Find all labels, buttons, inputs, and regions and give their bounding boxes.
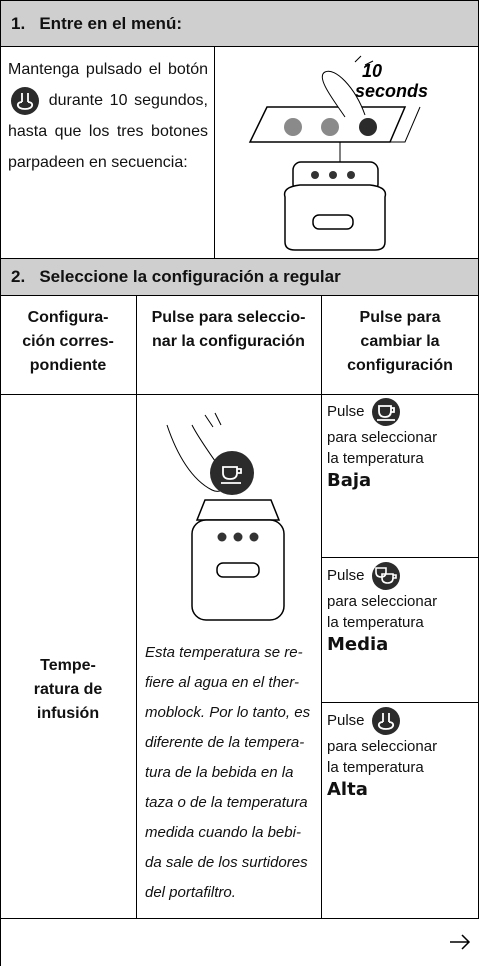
- button-icon: [371, 398, 400, 426]
- option: Pulse para seleccionar la temperatura Med…: [327, 561, 477, 657]
- illustration: [166, 412, 285, 621]
- button-icon: [371, 562, 400, 590]
- instruction-text: durante 10 segundos, hasta que los tres …: [8, 92, 208, 171]
- pulse-text: Pulse: [327, 402, 365, 420]
- option-level: Alta: [327, 779, 368, 800]
- option: Pulse para seleccionar la temperatura Alt…: [327, 706, 477, 802]
- instruction-text: Mantenga pulsado el botón: [8, 61, 208, 78]
- pulse-text: Pulse: [327, 566, 365, 584]
- option-level: Baja: [327, 470, 372, 491]
- illustration-label: seconds: [355, 81, 428, 101]
- instruction: Mantenga pulsado el botón durante 10 seg…: [8, 54, 208, 178]
- section-title: 2. Seleccione la configuración a regular: [1, 259, 478, 296]
- column-header: Pulse para cambiar la configuración: [347, 309, 453, 374]
- option: Pulse para seleccionar la temperatura Baj…: [327, 397, 477, 493]
- pulse-text: Pulse: [327, 711, 365, 729]
- next-arrow: [450, 934, 471, 950]
- illustration: 10 seconds: [248, 55, 428, 251]
- option-text: para seleccionar la temperatura: [327, 738, 438, 776]
- option-pulse: Pulse: [327, 706, 477, 736]
- setting-name: Tempe- ratura de infusión: [33, 657, 103, 722]
- option-level: Media: [327, 634, 389, 655]
- note: Esta temperatura se re- fiere al agua en…: [145, 644, 311, 901]
- illustration-label: 10: [362, 61, 382, 81]
- button-icon: [11, 86, 39, 115]
- column-header: Pulse para seleccio- nar la configuració…: [151, 309, 306, 350]
- option-text: para seleccionar la temperatura: [327, 429, 438, 467]
- option-pulse: Pulse: [327, 561, 477, 591]
- section-title: 1. Entre en el menú:: [1, 1, 478, 47]
- option-text: para seleccionar la temperatura: [327, 593, 438, 631]
- option-pulse: Pulse: [327, 397, 477, 427]
- column-header: Configura- ción corres- pondiente: [22, 309, 114, 374]
- button-icon: [371, 707, 400, 735]
